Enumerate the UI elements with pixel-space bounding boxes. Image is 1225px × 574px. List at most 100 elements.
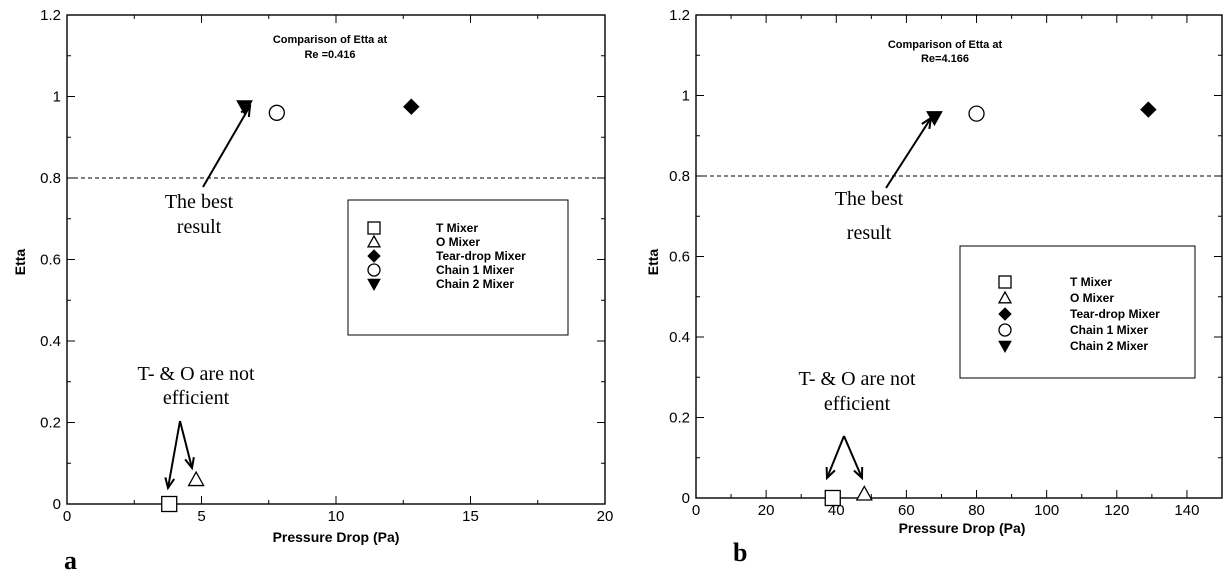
legend-marker — [367, 249, 381, 263]
y-axis-title: Etta — [12, 249, 28, 276]
legend: T Mixer O Mixer Tear-drop Mixer Chain 1 Mix… — [959, 245, 1196, 379]
legend-label: T Mixer — [1070, 275, 1112, 289]
annotation-text: result — [177, 216, 222, 238]
x-tick-label: 20 — [597, 508, 614, 525]
legend-label: O Mixer — [436, 235, 480, 249]
legend-marker — [998, 275, 1012, 289]
y-tick-label: 0.6 — [40, 252, 61, 269]
panel-label: b — [733, 538, 747, 567]
y-tick-label: 0.4 — [40, 333, 61, 350]
x-tick-label: 20 — [758, 502, 775, 519]
data-point-tear-drop-mixer — [403, 98, 420, 115]
x-tick-label: 0 — [63, 508, 71, 525]
data-point-t-mixer — [824, 489, 841, 507]
annotation-text: efficient — [824, 393, 891, 415]
legend-marker — [998, 340, 1012, 354]
annotation-arrow-shaft — [179, 420, 193, 469]
annotation-arrow — [179, 420, 195, 471]
chart-subtitle: Re=4.166 — [921, 53, 969, 65]
annotation-arrow — [885, 115, 933, 189]
x-tick-label: 10 — [328, 508, 345, 525]
x-tick-label: 100 — [1034, 502, 1059, 519]
annotation-text: T- & O are not — [137, 363, 254, 385]
x-axis-title: Pressure Drop (Pa) — [899, 520, 1026, 536]
x-tick-label: 60 — [898, 502, 915, 519]
legend-marker — [367, 263, 381, 277]
y-tick-label: 1 — [53, 89, 61, 106]
legend-label: T Mixer — [436, 221, 478, 235]
data-point-o-mixer — [855, 485, 873, 501]
data-point-chain-1-mixer — [268, 104, 285, 121]
annotation-arrow-head — [853, 466, 864, 481]
annotation: The best result — [165, 103, 252, 238]
annotation-arrow-head — [240, 103, 252, 118]
x-tick-label: 80 — [968, 502, 985, 519]
legend-label: Tear-drop Mixer — [1070, 307, 1160, 321]
legend-box — [959, 245, 1196, 379]
x-tick-label: 15 — [462, 508, 479, 525]
annotation-arrow — [843, 435, 864, 481]
legend-marker — [367, 221, 381, 235]
annotation-arrow-shaft — [885, 117, 932, 189]
y-tick-label: 0.8 — [669, 168, 690, 185]
annotation-arrow-head — [184, 456, 195, 471]
legend-label: Chain 1 Mixer — [1070, 323, 1148, 337]
y-tick-label: 0.2 — [40, 415, 61, 432]
y-tick-label: 0.8 — [40, 170, 61, 187]
y-tick-label: 1 — [682, 88, 690, 105]
x-tick-label: 5 — [197, 508, 205, 525]
annotation-arrow — [202, 103, 252, 188]
y-tick-label: 1.2 — [669, 7, 690, 24]
chart-panel-a: 0 0.2 0.4 0.6 0.8 1 1.2 0 5 10 15 20 Comparison of E… — [12, 7, 613, 574]
annotation: The best result — [835, 115, 933, 244]
x-tick-label: 0 — [692, 502, 700, 519]
annotation-arrow — [825, 435, 845, 481]
annotation-text: efficient — [163, 387, 230, 409]
annotation-arrow-shaft — [843, 435, 863, 479]
annotation-arrow-head — [921, 115, 933, 130]
y-tick-label: 0.4 — [669, 329, 690, 346]
legend-marker — [366, 234, 382, 248]
legend-marker — [998, 307, 1012, 321]
annotation-arrow-shaft — [202, 105, 251, 188]
x-tick-label: 40 — [828, 502, 845, 519]
legend-box — [347, 199, 569, 336]
annotation-arrow-shaft — [826, 435, 845, 479]
legend-marker — [998, 323, 1012, 337]
x-axis-title: Pressure Drop (Pa) — [273, 529, 400, 545]
annotation-text: The best — [835, 188, 904, 210]
chart-subtitle: Re =0.416 — [304, 49, 355, 61]
x-tick-label: 140 — [1174, 502, 1199, 519]
annotation-arrow-shaft — [167, 420, 181, 489]
x-tick-label: 120 — [1104, 502, 1129, 519]
annotation-text: result — [847, 222, 892, 244]
annotation-text: T- & O are not — [798, 368, 915, 390]
legend-label: Chain 2 Mixer — [436, 277, 514, 291]
data-point-t-mixer — [161, 495, 178, 513]
y-tick-label: 0.6 — [669, 249, 690, 266]
legend-label: Chain 2 Mixer — [1070, 339, 1148, 353]
y-axis-title: Etta — [645, 249, 661, 276]
legend-label: O Mixer — [1070, 291, 1114, 305]
legend-marker — [997, 290, 1013, 304]
panel-label: a — [64, 546, 77, 574]
annotation-arrow-head — [164, 477, 176, 491]
chart-title: Comparison of Etta at — [273, 34, 388, 46]
y-tick-label: 1.2 — [40, 7, 61, 24]
annotation-text: The best — [165, 191, 234, 213]
annotation-arrow — [164, 420, 181, 491]
chart-title: Comparison of Etta at — [888, 39, 1003, 51]
y-tick-label: 0 — [682, 490, 690, 507]
legend-label: Tear-drop Mixer — [436, 249, 526, 263]
annotation-arrow-head — [825, 466, 836, 481]
data-point-tear-drop-mixer — [1140, 101, 1157, 118]
legend-marker — [367, 278, 381, 292]
data-point-o-mixer — [187, 470, 205, 487]
legend-label: Chain 1 Mixer — [436, 263, 514, 277]
y-tick-label: 0 — [53, 496, 61, 513]
chart-panel-b: 0 0.2 0.4 0.6 0.8 1 1.2 0 20 40 60 80 100 120 140 Compa… — [645, 7, 1223, 567]
data-point-chain-1-mixer — [968, 105, 985, 122]
